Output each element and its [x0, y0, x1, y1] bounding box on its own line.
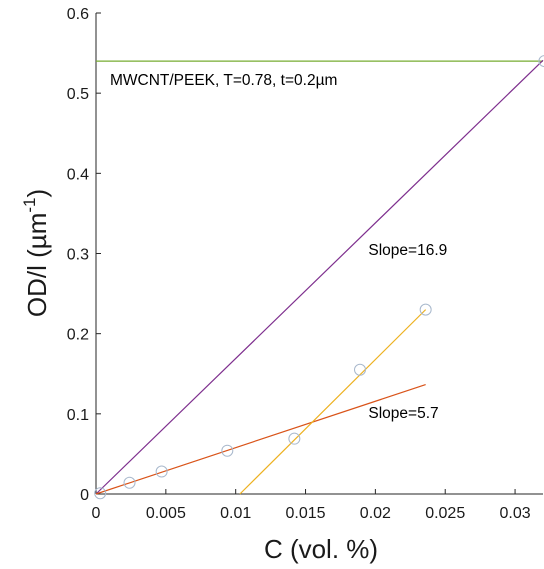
x-tick-label: 0.02 — [360, 505, 391, 522]
y-tick-label: 0.6 — [67, 6, 89, 23]
x-tick-label: 0 — [92, 505, 101, 522]
line-layer — [95, 59, 544, 495]
series-line — [95, 384, 426, 495]
data-point — [123, 476, 136, 489]
annotation-label: Slope=16.9 — [368, 242, 447, 259]
y-tick-label: 0.5 — [67, 86, 89, 103]
y-tick-label: 0.2 — [67, 327, 89, 344]
annotation-label: MWCNT/PEEK, T=0.78, t=0.2µm — [110, 72, 337, 89]
x-tick-label: 0.005 — [146, 505, 186, 522]
y-tick-label: 0.1 — [67, 407, 89, 424]
y-tick-label: 0.3 — [67, 247, 89, 264]
x-tick-label: 0.03 — [499, 505, 530, 522]
x-tick-label: 0.025 — [425, 505, 465, 522]
data-point — [221, 444, 234, 457]
data-point — [288, 432, 301, 445]
x-axis-title: C (vol. %) — [264, 534, 378, 564]
data-point — [419, 303, 432, 316]
data-point — [354, 363, 367, 376]
point-layer — [94, 55, 544, 500]
y-axis-title-superscript: -1 — [20, 198, 39, 213]
annotation-label: Slope=5.7 — [368, 405, 438, 422]
y-axis-title-close: ) — [22, 189, 52, 198]
annotation-layer: MWCNT/PEEK, T=0.78, t=0.2µm Slope=16.9 Slo… — [110, 72, 447, 422]
series-line — [95, 59, 544, 495]
data-point — [538, 55, 544, 68]
data-point — [155, 465, 168, 478]
y-tick-label: 0.4 — [67, 166, 89, 183]
y-axis-title: OD/l (µm-1) — [20, 189, 52, 317]
x-tick-label: 0.01 — [220, 505, 251, 522]
data-point — [94, 487, 107, 500]
series-line — [239, 309, 427, 495]
tick-layer: 0 0.005 0.01 0.015 0.02 0.025 0.03 0 0.1 0.2 0.3 0.… — [67, 6, 543, 522]
y-tick-label: 0 — [80, 487, 89, 504]
y-axis-title-main: OD/l (µm — [22, 213, 52, 318]
x-tick-label: 0.015 — [286, 505, 326, 522]
